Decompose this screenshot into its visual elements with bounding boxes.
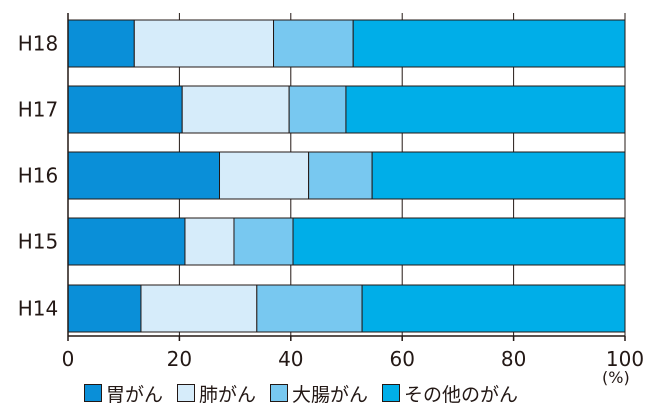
category-label-0: H18 — [18, 32, 59, 56]
category-label-3: H15 — [18, 230, 59, 254]
legend-item-0: 胃がん — [84, 380, 163, 407]
legend-swatch-0 — [84, 384, 102, 402]
legend-swatch-1 — [177, 384, 196, 402]
x-tick-label-3: 60 — [389, 347, 414, 371]
bar-H16-series-3 — [371, 151, 626, 200]
bar-H17-series-0 — [67, 85, 183, 134]
category-labels: H18 H17 H16 H15 H14 — [18, 32, 59, 321]
x-axis-unit: (%) — [602, 368, 630, 387]
bar-H15-series-2 — [233, 217, 294, 266]
legend-label-3: その他のがん — [404, 383, 519, 406]
bar-H14-series-0 — [67, 284, 142, 333]
bar-H18-series-0 — [67, 19, 135, 68]
bar-H15-series-0 — [67, 217, 186, 266]
legend-label-0: 胃がん — [106, 383, 164, 406]
x-tick-label-1: 20 — [167, 347, 192, 371]
bar-H14-series-1 — [140, 284, 258, 333]
legend-swatch-2 — [270, 384, 289, 402]
bar-H17-series-3 — [345, 85, 626, 134]
bar-H14-series-2 — [256, 284, 363, 333]
bar-H17-series-2 — [288, 85, 347, 134]
legend-label-1: 肺がん — [199, 383, 257, 406]
x-tick-labels: 0 20 40 60 80 100 — [62, 347, 644, 371]
category-label-4: H14 — [18, 297, 59, 321]
x-tick-label-5: 100 — [606, 347, 644, 371]
legend-swatch-3 — [382, 384, 401, 402]
bar-H18-series-3 — [352, 19, 626, 68]
bars — [67, 19, 626, 333]
category-label-2: H16 — [18, 164, 59, 188]
legend-item-3: その他のがん — [382, 380, 518, 407]
axes — [67, 13, 626, 341]
bar-H16-series-0 — [67, 151, 221, 200]
bar-H17-series-1 — [181, 85, 290, 134]
bar-H14-series-3 — [361, 284, 626, 333]
legend-item-2: 大腸がん — [270, 380, 368, 407]
x-tick-label-0: 0 — [62, 347, 75, 371]
bar-H18-series-2 — [273, 19, 354, 68]
bar-H18-series-1 — [133, 19, 275, 68]
bar-H15-series-3 — [292, 217, 626, 266]
x-tick-label-2: 40 — [278, 347, 303, 371]
legend-label-2: 大腸がん — [292, 383, 369, 406]
legend: 胃がん 肺がん 大腸がん その他のがん — [84, 380, 532, 407]
bar-H16-series-1 — [219, 151, 310, 200]
bar-H16-series-2 — [308, 151, 373, 200]
bar-H15-series-1 — [184, 217, 235, 266]
legend-item-1: 肺がん — [177, 380, 256, 407]
x-tick-label-4: 80 — [501, 347, 526, 371]
category-label-1: H17 — [18, 98, 59, 122]
